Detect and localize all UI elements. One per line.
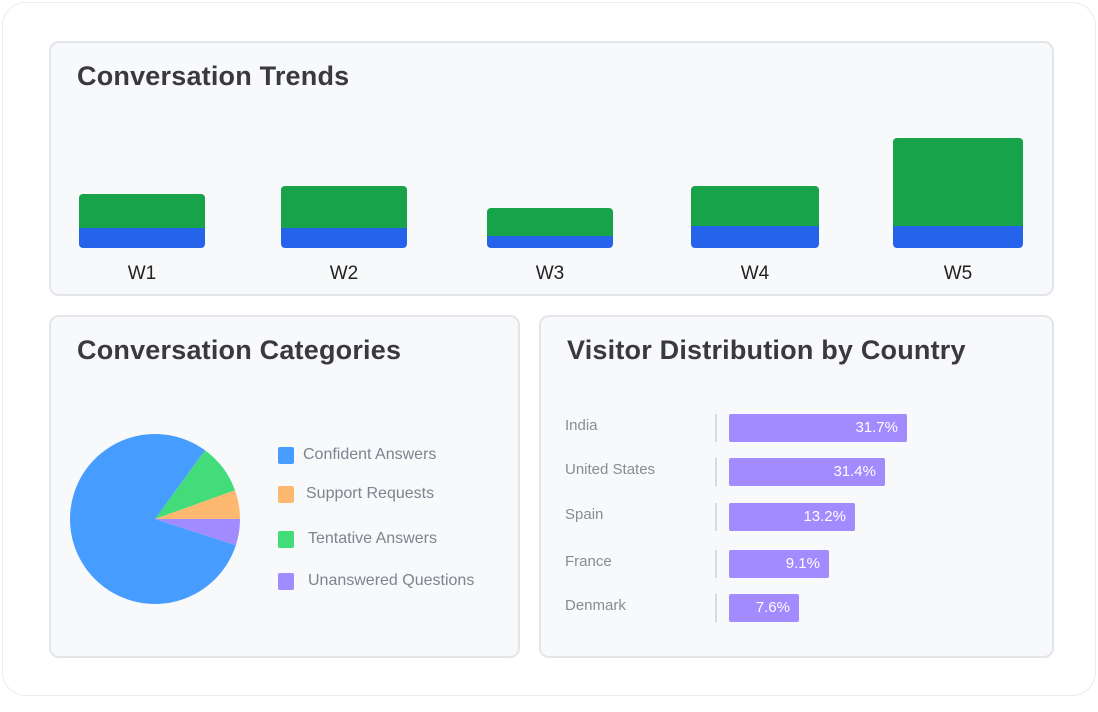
pie-slice-confident-answers (70, 434, 236, 604)
legend-label: Tentative Answers (308, 530, 437, 547)
conversation-categories-card: Conversation Categories Confident Answer… (49, 315, 520, 658)
x-tick-label: W5 (943, 263, 973, 284)
legend-item: Unanswered Questions (278, 572, 474, 590)
country-label: Denmark (565, 597, 626, 614)
bar-segment-bottom (281, 228, 407, 248)
legend-label: Support Requests (306, 485, 435, 502)
conversation-trends-card: Conversation Trends W1 W2 W3 W4 W5 (49, 41, 1054, 296)
visitor-distribution-card: Visitor Distribution by Country India 31.… (539, 315, 1054, 658)
card-title: Conversation Trends (77, 61, 350, 91)
legend-item: Confident Answers (278, 446, 436, 464)
country-bar: 9.1% (729, 550, 829, 578)
trend-bar-W2 (281, 186, 407, 248)
pie-slice-tentative-answers (155, 450, 235, 519)
legend-swatch (278, 446, 294, 464)
bar-segment-top (281, 186, 407, 228)
pie-chart (70, 434, 240, 604)
trend-bar-W1 (79, 194, 205, 248)
bar-segment-bottom (79, 228, 205, 248)
x-tick-label: W3 (535, 263, 565, 284)
bar-segment-top (691, 186, 819, 226)
x-tick-label: W4 (740, 263, 770, 284)
pie-slice-unanswered-questions (155, 519, 240, 546)
x-tick-label: W1 (127, 263, 157, 284)
bar-segment-bottom (893, 226, 1023, 248)
country-bar: 13.2% (729, 503, 855, 531)
legend-item: Tentative Answers (278, 530, 437, 548)
legend-swatch (278, 572, 294, 590)
country-bar: 31.7% (729, 414, 907, 442)
trend-bar-W3 (487, 208, 613, 248)
divider (715, 458, 717, 486)
trend-bar-W4 (691, 186, 819, 248)
bar-segment-top (79, 194, 205, 228)
pie-slice-support-requests (155, 490, 240, 519)
country-label: United States (565, 461, 656, 478)
country-bar: 7.6% (729, 594, 799, 622)
divider (715, 594, 717, 622)
legend-swatch (278, 530, 294, 548)
bar-segment-bottom (691, 226, 819, 248)
legend-label: Confident Answers (303, 446, 437, 463)
bar-segment-top (487, 208, 613, 236)
card-title: Visitor Distribution by Country (567, 335, 966, 365)
bar-segment-bottom (487, 236, 613, 248)
divider (715, 414, 717, 442)
legend-item: Support Requests (278, 485, 434, 503)
card-title: Conversation Categories (77, 335, 402, 365)
legend-swatch (278, 485, 294, 503)
legend-label: Unanswered Questions (308, 572, 475, 589)
country-label: India (565, 417, 598, 434)
x-tick-label: W2 (329, 263, 359, 284)
country-label: France (565, 553, 612, 570)
divider (715, 503, 717, 531)
country-label: Spain (565, 506, 604, 523)
bar-segment-top (893, 138, 1023, 226)
trend-bar-W5 (893, 138, 1023, 248)
divider (715, 550, 717, 578)
country-bar: 31.4% (729, 458, 885, 486)
